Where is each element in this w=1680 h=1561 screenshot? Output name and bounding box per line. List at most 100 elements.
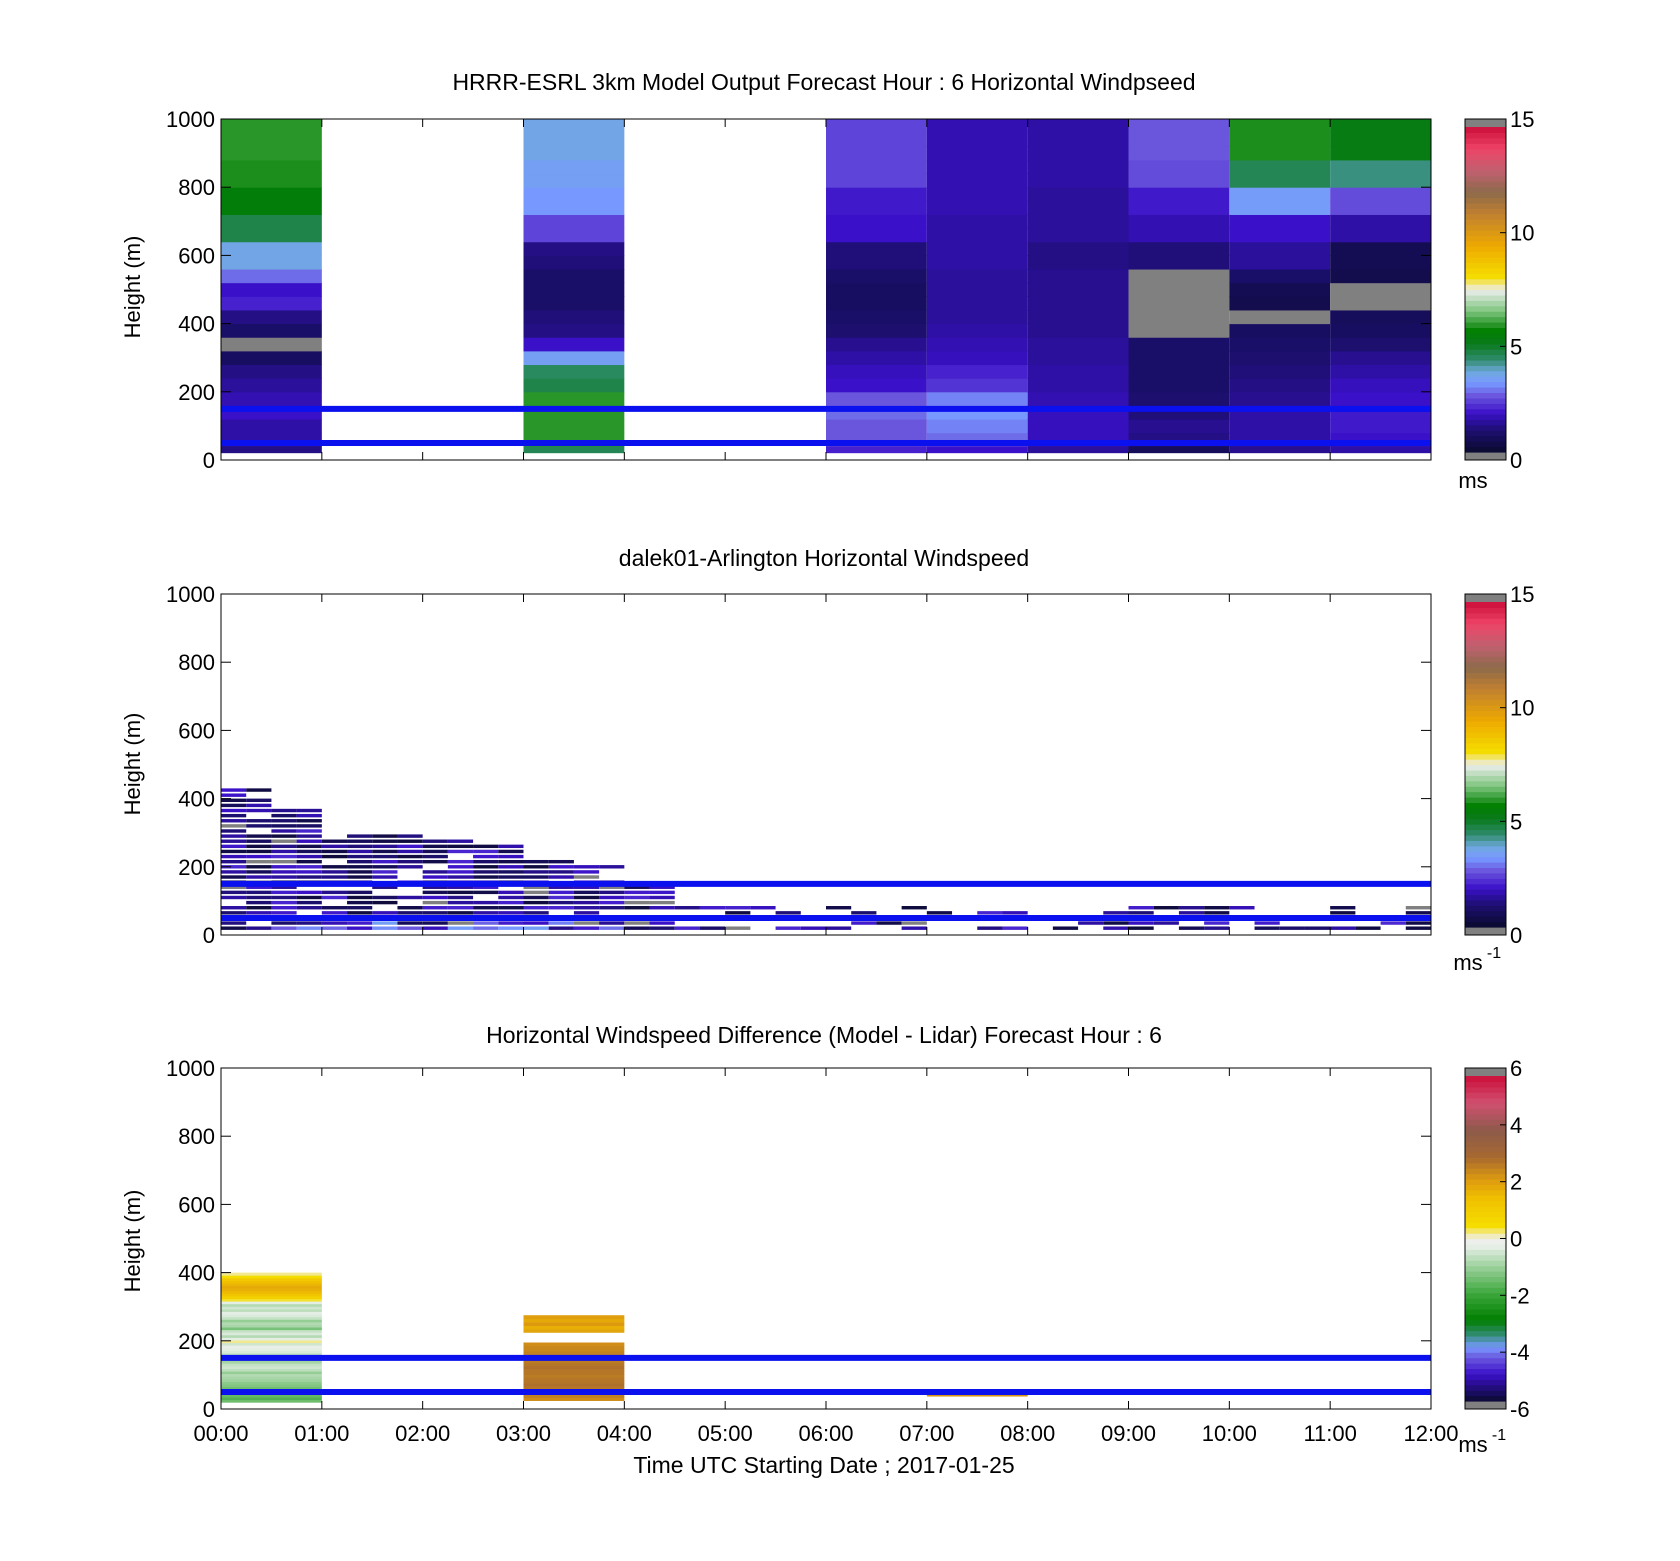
model-cell — [1229, 323, 1331, 338]
model-cell — [1128, 187, 1230, 202]
colorbar-swatch — [1465, 262, 1506, 269]
colorbar-swatch — [1465, 1206, 1506, 1213]
lidar-cell — [599, 900, 625, 905]
y-tick-label: 600 — [178, 243, 215, 268]
lidar-cell — [573, 895, 600, 900]
lidar-cell — [573, 926, 600, 930]
difference-cell — [221, 1277, 322, 1281]
lidar-cell — [599, 906, 625, 910]
lidar-cell — [271, 900, 297, 905]
lidar-cell — [296, 808, 322, 813]
difference-cell — [221, 1384, 322, 1388]
colorbar-frame — [1464, 118, 1507, 461]
lidar-cell — [221, 808, 247, 813]
lidar-cell — [1052, 926, 1079, 930]
difference-cell — [221, 1378, 322, 1382]
lidar-cell — [498, 875, 524, 879]
lidar-cell — [1405, 921, 1431, 925]
difference-cell — [221, 1288, 322, 1292]
lidar-cell — [977, 926, 1003, 930]
panel-difference: Horizontal Windspeed Difference (Model -… — [120, 1022, 1530, 1457]
lidar-cell — [221, 813, 247, 818]
colorbar-swatch — [1465, 424, 1506, 431]
colorbar-swatch — [1465, 645, 1506, 652]
model-cell — [1229, 350, 1331, 366]
lidar-cell — [447, 870, 474, 874]
model-cell — [926, 255, 1028, 270]
x-tick-label: 10:00 — [1202, 1421, 1257, 1446]
lidar-cell — [473, 900, 499, 905]
lidar-cell — [296, 865, 322, 869]
model-cell — [221, 132, 322, 147]
model-cell — [221, 446, 322, 454]
lidar-cell — [422, 839, 448, 843]
colorbar-swatch — [1465, 1346, 1506, 1353]
colorbar-swatch — [1465, 316, 1506, 323]
model-cell — [1330, 187, 1431, 202]
model-cell — [1027, 337, 1129, 352]
colorbar-swatch — [1465, 294, 1506, 301]
colorbar-swatch — [1465, 807, 1506, 814]
model-cell — [1128, 309, 1230, 325]
model-cell — [1027, 419, 1129, 434]
lidar-cell — [422, 854, 448, 859]
colorbar-tick-label: 15 — [1510, 107, 1534, 132]
lidar-cell — [347, 890, 373, 895]
lidar-cell — [548, 906, 574, 910]
lidar-cell — [447, 865, 474, 869]
model-cell — [523, 296, 625, 311]
panel-difference-colorbar-unit: ms — [1458, 1432, 1487, 1457]
colorbar-swatch — [1465, 1211, 1506, 1218]
panel-model-plot: 0 200 400 600 800 1000 — [166, 107, 1432, 473]
model-cell — [1128, 446, 1230, 454]
model-cell — [1330, 200, 1431, 215]
lidar-cell — [473, 926, 499, 930]
lidar-cell — [221, 819, 247, 823]
lidar-cell — [397, 849, 423, 854]
model-cell — [1229, 241, 1331, 256]
model-cell — [926, 228, 1028, 243]
lidar-cell — [447, 926, 474, 930]
model-cell — [523, 146, 625, 161]
model-cell — [523, 269, 625, 284]
model-cell — [523, 419, 625, 434]
difference-cell — [523, 1377, 625, 1381]
model-cell — [1330, 391, 1431, 406]
lidar-cell — [397, 839, 423, 843]
model-cell — [523, 132, 625, 147]
model-cell — [523, 391, 625, 406]
model-cell — [221, 159, 322, 175]
lidar-cell — [473, 921, 499, 925]
model-cell — [1330, 419, 1431, 434]
lidar-cell — [397, 834, 423, 838]
lidar-cell — [624, 906, 650, 910]
model-cell — [523, 214, 625, 229]
model-cell — [1330, 446, 1431, 454]
lidar-cell — [246, 875, 272, 879]
colorbar-swatch — [1465, 446, 1506, 453]
panel-difference-title: Horizontal Windspeed Difference (Model -… — [486, 1022, 1162, 1048]
lidar-cell — [271, 885, 297, 889]
colorbar-swatch — [1465, 202, 1506, 209]
lidar-cell — [1153, 906, 1179, 910]
lidar-cell — [548, 890, 574, 895]
model-cell — [1229, 309, 1331, 325]
panel-difference-colorbar-unit-exp: -1 — [1492, 1427, 1506, 1444]
model-cell — [826, 446, 927, 454]
model-cell — [1027, 255, 1129, 270]
model-cell — [221, 364, 322, 379]
x-axis-label: Time UTC Starting Date ; 2017-01-25 — [633, 1452, 1014, 1478]
lidar-cell — [523, 859, 549, 864]
model-cell — [826, 132, 927, 147]
panel-lidar: dalek01-Arlington Horizontal Windspeed 0… — [120, 545, 1534, 975]
lidar-cell — [221, 844, 247, 849]
x-tick-label: 04:00 — [597, 1421, 652, 1446]
difference-cell — [221, 1350, 322, 1354]
colorbar-swatch — [1465, 683, 1506, 690]
colorbar-over — [1465, 594, 1506, 602]
lidar-cell — [498, 870, 524, 874]
lidar-cell — [397, 895, 423, 900]
model-cell — [826, 350, 927, 366]
y-tick-label: 800 — [178, 175, 215, 200]
lidar-cell — [1330, 926, 1356, 930]
